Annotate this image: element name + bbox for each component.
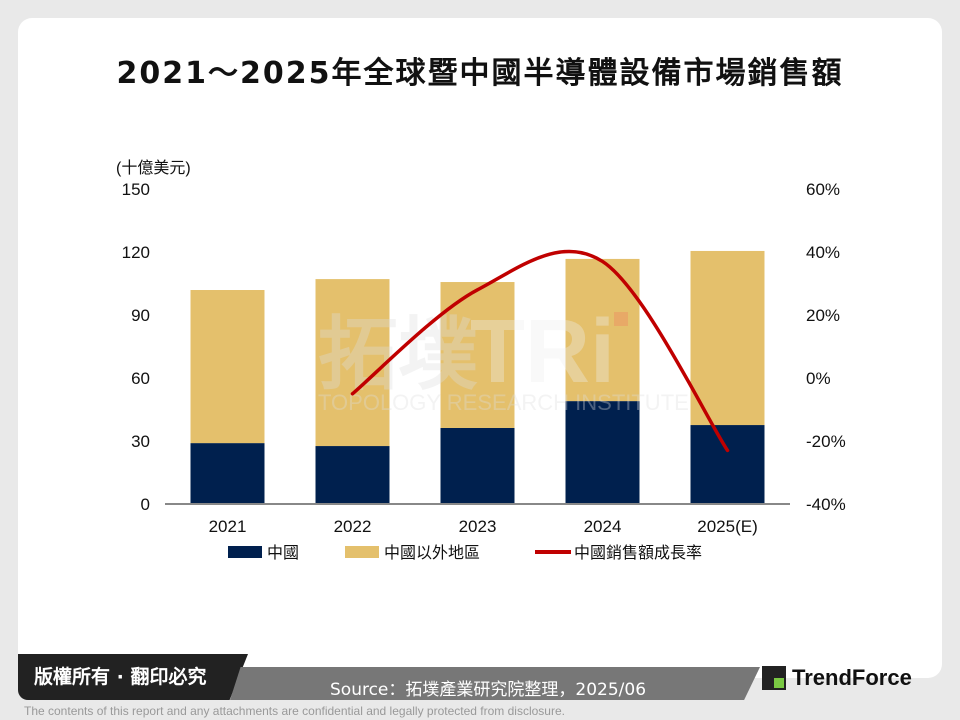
bar-outside-china (565, 258, 640, 402)
legend-label: 中國以外地區 (384, 544, 480, 562)
svg-text:拓墣: 拓墣 (318, 310, 478, 399)
y-tick-label: 60 (131, 369, 150, 388)
y-tick-label: 150 (122, 180, 150, 199)
svg-text:TRi: TRi (470, 302, 615, 402)
legend-label: 中國 (267, 544, 299, 562)
y2-tick-label: 20% (806, 306, 840, 325)
bar-china (565, 401, 640, 504)
svg-text:TOPOLOGY RESEARCH INSTITUTE: TOPOLOGY RESEARCH INSTITUTE (318, 390, 689, 415)
y-tick-label: 90 (131, 306, 150, 325)
x-tick-label: 2022 (334, 517, 372, 536)
growth-rate-line (350, 249, 730, 453)
legend-swatch (345, 546, 379, 558)
trendforce-logo: TrendForce (742, 655, 942, 700)
y-tick-label: 120 (122, 243, 150, 262)
x-tick-label: 2023 (459, 517, 497, 536)
chart-title: 2021～2025年全球暨中國半導體設備市場銷售額 (116, 56, 844, 91)
bar-outside-china (690, 250, 765, 426)
y2-tick-label: 40% (806, 243, 840, 262)
y2-tick-label: -20% (806, 432, 846, 451)
y-tick-label: 0 (141, 495, 150, 514)
source-text: Source：拓墣產業研究院整理，2025/06 (330, 680, 647, 700)
disclaimer: The contents of this report and any atta… (24, 704, 565, 718)
bar-china (315, 446, 390, 504)
x-tick-label: 2024 (584, 517, 622, 536)
legend-swatch (228, 546, 262, 558)
x-tick-label: 2025(E) (697, 517, 757, 536)
watermark: 拓墣 TRi TOPOLOGY RESEARCH INSTITUTE (318, 302, 689, 415)
y2-tick-label: -40% (806, 495, 846, 514)
y-tick-label: 30 (131, 432, 150, 451)
chart: (十億美元) 0 30 60 90 120 150 -40% -20% 0% 20% 40% 60% 2… (116, 159, 846, 562)
legend-label: 中國銷售額成長率 (574, 544, 702, 562)
bar-china (190, 443, 265, 504)
trendforce-logo-icon (762, 665, 786, 690)
bar-china (440, 427, 515, 504)
copyright-banner: 版權所有 · 翻印必究 (18, 654, 248, 700)
x-tick-label: 2021 (209, 517, 247, 536)
bar-outside-china (315, 279, 390, 447)
bar-outside-china (190, 290, 265, 444)
y2-tick-label: 0% (806, 369, 831, 388)
source-banner (230, 667, 760, 700)
y2-tick-label: 60% (806, 180, 840, 199)
bar-china (690, 425, 765, 504)
y-axis-label: (十億美元) (116, 159, 191, 177)
